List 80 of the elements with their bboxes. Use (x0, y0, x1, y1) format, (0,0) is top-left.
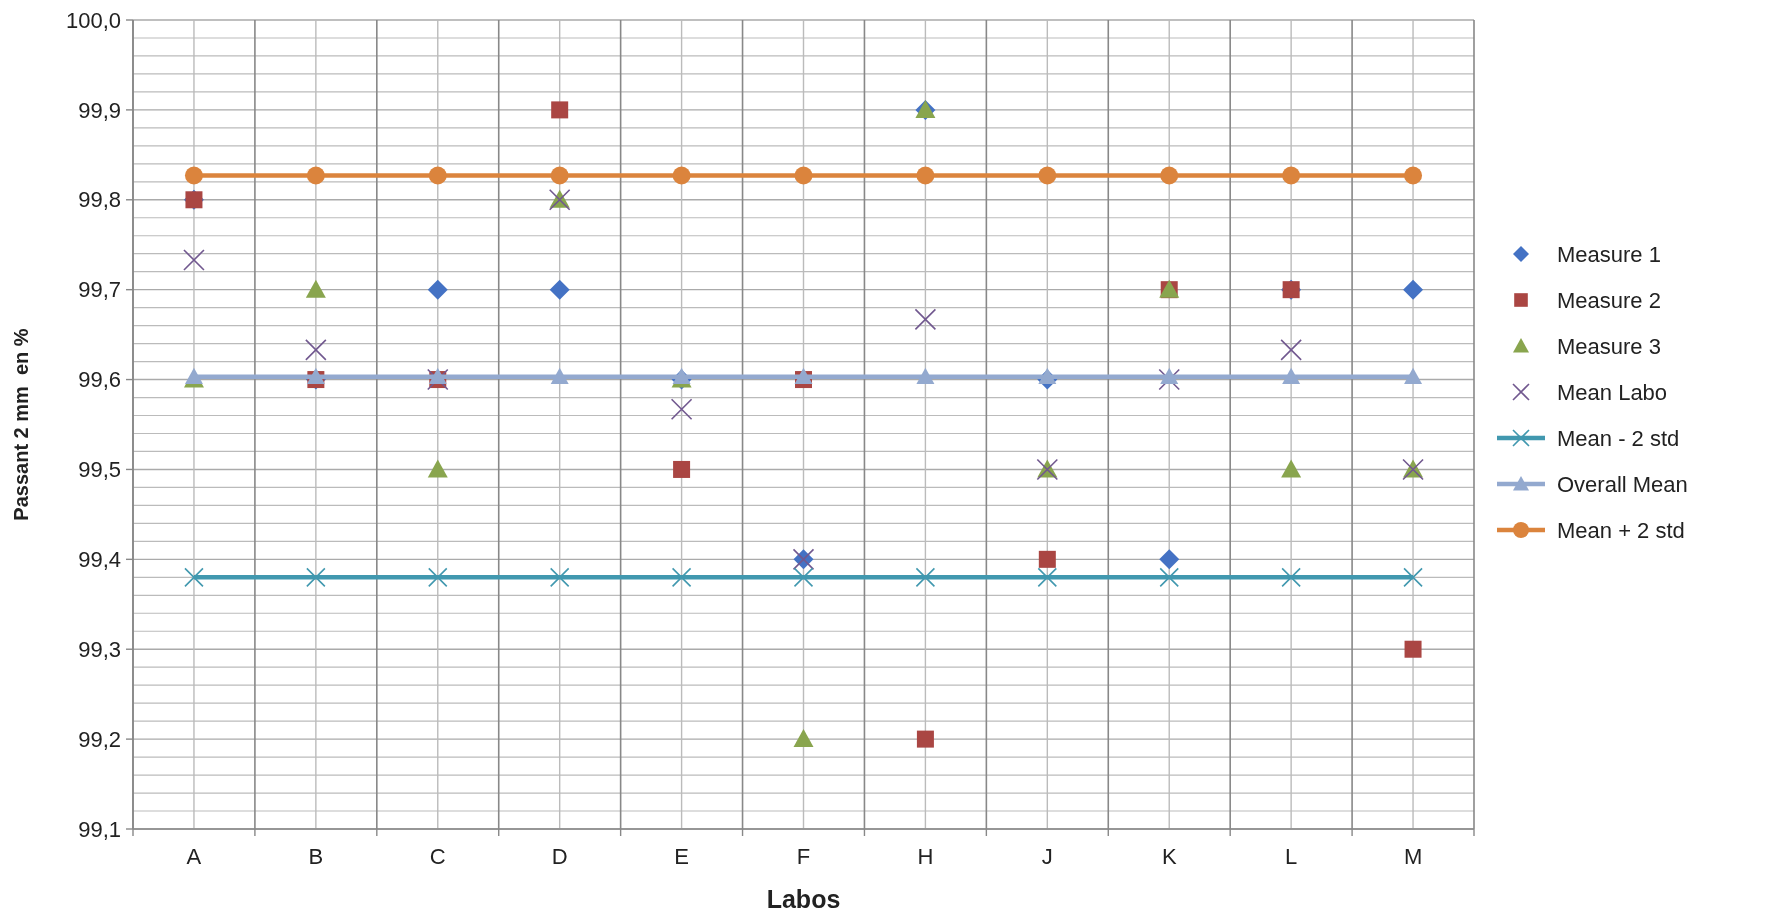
point (1280, 339, 1302, 361)
point (1038, 166, 1057, 185)
point (1403, 567, 1423, 588)
x-tick-label: M (1403, 844, 1423, 869)
point (1281, 459, 1302, 478)
legend-label: Mean - 2 std (1557, 425, 1680, 451)
point (1038, 550, 1056, 568)
x-tick-label: A (186, 844, 202, 869)
point (916, 730, 934, 748)
point (1403, 279, 1424, 300)
x-tick-label: J (1041, 844, 1053, 869)
point (670, 398, 693, 421)
y-tick-label: 99,8 (78, 187, 121, 213)
point (1159, 549, 1180, 570)
point (671, 567, 692, 588)
point (428, 367, 447, 385)
point (916, 367, 935, 385)
point (427, 567, 448, 588)
legend-label: Measure 1 (1557, 241, 1661, 267)
legend-label: Mean Labo (1557, 379, 1668, 405)
y-tick-label: 99,2 (78, 726, 121, 752)
point (793, 729, 814, 748)
y-tick-label: 100,0 (65, 7, 121, 33)
point (1158, 368, 1181, 391)
y-axis-title: Passant 2 mm en % (10, 328, 32, 521)
point (306, 166, 325, 185)
point (427, 279, 448, 300)
point (549, 567, 570, 588)
point (1282, 166, 1301, 185)
point (306, 567, 326, 588)
x-tick-label: H (917, 844, 934, 869)
point (672, 166, 691, 185)
y-tick-label: 99,9 (78, 97, 121, 123)
point (550, 367, 569, 385)
point (1404, 640, 1422, 658)
y-tick-label: 99,7 (78, 277, 121, 303)
x-tick-label: D (551, 844, 568, 869)
point (1404, 166, 1423, 185)
y-tick-label: 99,3 (78, 636, 121, 662)
y-tick-label: 99,1 (78, 816, 121, 842)
point (1037, 567, 1058, 588)
point (184, 567, 204, 588)
y-tick-label: 99,4 (78, 547, 121, 573)
point (1160, 367, 1179, 385)
x-tick-label: F (796, 844, 811, 869)
point (916, 166, 935, 185)
point (550, 166, 569, 185)
point (915, 567, 936, 588)
point (673, 460, 691, 478)
x-axis-title: Labos (766, 885, 841, 913)
legend-label: Overall Mean (1557, 471, 1688, 497)
point (306, 367, 325, 385)
point (1404, 367, 1423, 385)
legend-label: Measure 3 (1557, 333, 1661, 359)
y-tick-label: 99,5 (78, 457, 121, 483)
point (305, 279, 326, 298)
x-tick-label: K (1161, 844, 1177, 869)
legend-label: Mean + 2 std (1557, 517, 1685, 543)
point (427, 459, 448, 478)
y-tick-label: 99,6 (78, 367, 121, 393)
point (793, 567, 814, 588)
point (1160, 166, 1179, 185)
point (1038, 367, 1057, 385)
point (1282, 367, 1301, 385)
x-tick-label: L (1285, 844, 1298, 869)
legend-label: Measure 2 (1557, 287, 1661, 313)
point (428, 166, 447, 185)
x-tick-label: B (308, 844, 324, 869)
point (1281, 567, 1301, 588)
point (551, 101, 569, 119)
point (549, 279, 570, 300)
point (1159, 567, 1180, 588)
x-tick-label: C (429, 844, 446, 869)
point (184, 166, 203, 185)
point (305, 339, 327, 361)
point (183, 249, 205, 271)
point (794, 367, 813, 385)
point (794, 166, 813, 185)
x-tick-label: E (674, 844, 689, 869)
point (914, 308, 937, 331)
